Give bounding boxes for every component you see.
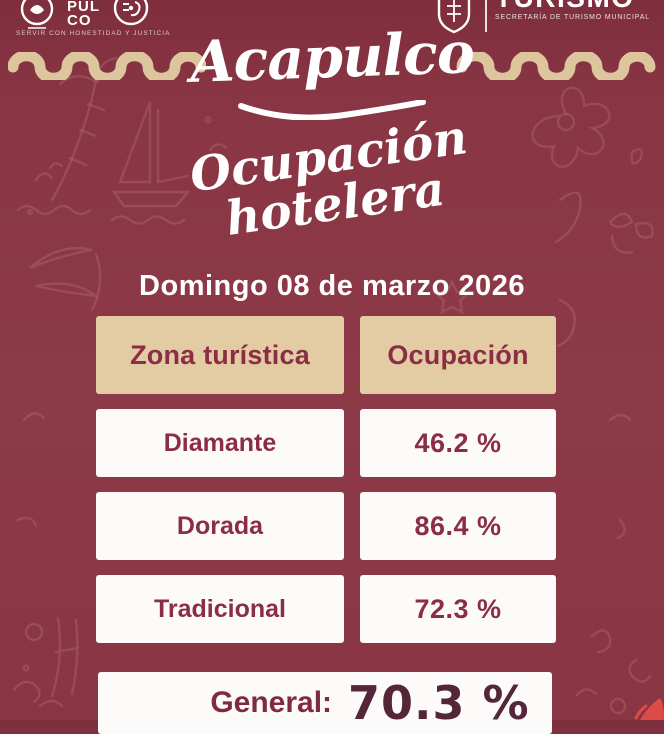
column-header-occupancy: Ocupación (360, 316, 556, 394)
city-logo-line2: CO (67, 11, 92, 29)
table-row-value: 72.3 % (360, 575, 556, 643)
wave-divider-left (8, 52, 206, 80)
turismo-title: TURISMO (495, 0, 650, 12)
summary-value: 70.3 % (348, 676, 530, 730)
city-logo-line1: PUL (67, 0, 100, 15)
turismo-brand: TURISMO SECRETARÍA DE TURISMO MUNICIPAL (431, 0, 650, 34)
turismo-shield-icon (438, 0, 471, 34)
occupancy-table: Zona turística Ocupación Diamante 46.2 %… (96, 316, 556, 643)
column-header-zone: Zona turística (96, 316, 344, 394)
wave-divider-right (456, 52, 656, 80)
table-row-zone: Diamante (96, 409, 344, 477)
script-swash (238, 100, 426, 120)
turismo-subtitle: SECRETARÍA DE TURISMO MUNICIPAL (494, 14, 650, 21)
date-label: Domingo 08 de marzo 2026 (139, 270, 525, 302)
government-motto: SERVIR CON HONESTIDAD Y JUSTICIA (16, 30, 171, 37)
summary-row: General: 70.3 % (98, 672, 552, 734)
table-row-zone: Tradicional (96, 575, 344, 643)
corner-accent-shape (634, 698, 664, 720)
divider (485, 0, 487, 32)
municipal-seal-icon (20, 0, 54, 29)
letter-doodle (50, 616, 80, 698)
government-logos: PUL CO (16, 0, 153, 32)
table-row-value: 86.4 % (360, 492, 556, 560)
summary-label: General: (210, 686, 333, 719)
top-bar: PUL CO SERVIR CON HONESTIDAD Y JUSTICIA … (0, 0, 664, 46)
table-row-zone: Dorada (96, 492, 344, 560)
anniversary-badge-icon (113, 0, 149, 26)
acapulco-city-logo: PUL CO (67, 0, 100, 28)
table-row-value: 46.2 % (360, 409, 556, 477)
